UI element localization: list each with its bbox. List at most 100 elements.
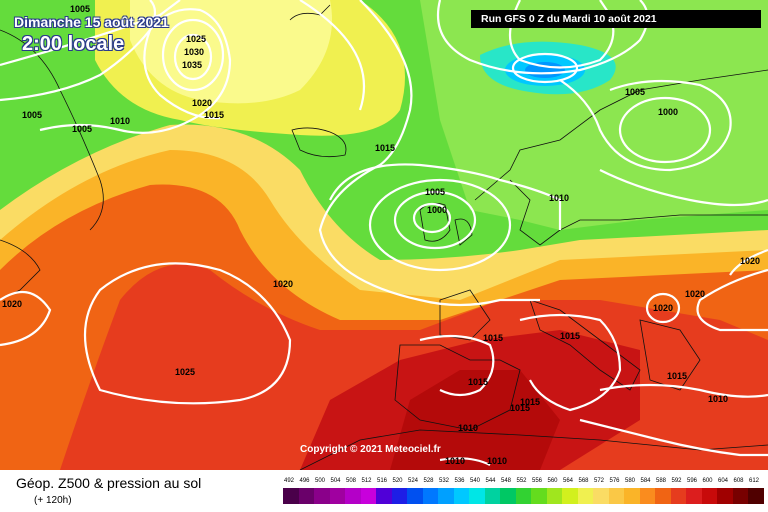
- legend-label: 556: [532, 478, 543, 484]
- legend-swatch: [453, 488, 470, 504]
- isobar-label: 1010: [708, 394, 728, 404]
- legend-label: 596: [687, 478, 698, 484]
- legend-swatch: [469, 488, 485, 504]
- isobar-label: 1005: [425, 187, 445, 197]
- legend-label: 536: [454, 478, 465, 484]
- legend-label: 552: [516, 478, 527, 484]
- coastlines: [0, 4, 768, 470]
- legend-swatch: [484, 488, 501, 504]
- isobar-label: 1005: [22, 110, 42, 120]
- legend-swatch: [732, 488, 749, 504]
- isobar-label: 1025: [175, 367, 195, 377]
- legend-label: 580: [625, 478, 636, 484]
- legend-label: 592: [671, 478, 682, 484]
- legend-swatch: [360, 488, 377, 504]
- legend-label: 504: [330, 478, 341, 484]
- legend-swatch: [283, 488, 299, 504]
- legend-label: 524: [408, 478, 419, 484]
- legend-swatch: [717, 488, 733, 504]
- legend-swatch: [531, 488, 547, 504]
- field-paleyellow: [130, 0, 332, 104]
- legend-swatch: [546, 488, 563, 504]
- isobar-label: 1000: [427, 205, 447, 215]
- isobar-label: 1035: [182, 60, 202, 70]
- legend-swatch: [701, 488, 718, 504]
- legend-swatch: [500, 488, 516, 504]
- legend-label: 500: [315, 478, 326, 484]
- legend-swatch: [639, 488, 656, 504]
- legend-label: 544: [485, 478, 496, 484]
- legend-label: 572: [594, 478, 605, 484]
- isobar-label: 1015: [560, 331, 580, 341]
- isobars: [0, 0, 768, 466]
- legend-swatch: [422, 488, 439, 504]
- isobar-label: 1020: [273, 279, 293, 289]
- legend-swatch: [329, 488, 346, 504]
- isobar-label: 1015: [520, 397, 540, 407]
- isobar-label: 1030: [184, 47, 204, 57]
- legend-swatch: [438, 488, 454, 504]
- legend-swatch: [391, 488, 408, 504]
- legend-swatch: [670, 488, 687, 504]
- isobar-label: 1010: [445, 456, 465, 466]
- legend-swatch: [345, 488, 361, 504]
- isobar-label: 1010: [549, 193, 569, 203]
- run-info-banner: Run GFS 0 Z du Mardi 10 août 2021: [471, 10, 761, 28]
- legend-label: 564: [563, 478, 574, 484]
- isobar-label: 1015: [510, 403, 530, 413]
- legend-label: 548: [501, 478, 512, 484]
- legend-label: 576: [609, 478, 620, 484]
- legend-swatch: [593, 488, 609, 504]
- legend-label: 496: [299, 478, 310, 484]
- legend-label: 508: [346, 478, 357, 484]
- isobar-label: 1000: [658, 107, 678, 117]
- legend-label: 540: [470, 478, 481, 484]
- z500-pressure-map: 1005 1025 1030 1035 1020 1015 1005 1010 1005 1015…: [0, 0, 768, 470]
- map-footer: Géop. Z500 & pression au sol (+ 120h) 49…: [0, 470, 768, 512]
- legend-label: 528: [423, 478, 434, 484]
- legend-label: 584: [640, 478, 651, 484]
- isobar-label: 1005: [625, 87, 645, 97]
- legend-swatch: [562, 488, 578, 504]
- legend-swatch: [686, 488, 702, 504]
- legend-label: 588: [656, 478, 667, 484]
- legend-swatch: [376, 488, 392, 504]
- isobar-label: 1010: [487, 456, 507, 466]
- legend-label: 512: [361, 478, 372, 484]
- forecast-hour: (+ 120h): [34, 495, 72, 506]
- legend-label: 520: [392, 478, 403, 484]
- valid-date: Dimanche 15 août 2021: [14, 14, 169, 30]
- isobar-label: 1020: [2, 299, 22, 309]
- isobar-label: 1010: [458, 423, 478, 433]
- isobar-label: 1005: [72, 124, 92, 134]
- legend-label: 560: [547, 478, 558, 484]
- legend-swatch: [314, 488, 330, 504]
- isobar-label: 1020: [192, 98, 212, 108]
- legend-label: 612: [749, 478, 760, 484]
- local-time: 2:00 locale: [22, 33, 125, 55]
- isobar-label: 1020: [685, 289, 705, 299]
- legend-swatch: [655, 488, 671, 504]
- isobar-label: 1015: [204, 110, 224, 120]
- legend-swatch: [298, 488, 315, 504]
- legend-swatch: [748, 488, 764, 504]
- legend-swatch: [515, 488, 532, 504]
- legend-label: 532: [439, 478, 450, 484]
- legend-label: 600: [702, 478, 713, 484]
- copyright-text: Copyright © 2021 Meteociel.fr: [300, 444, 441, 455]
- isobar-labels: 1005 1025 1030 1035 1020 1015 1005 1010 1005 1015…: [2, 4, 760, 466]
- isobar-label: 1020: [653, 303, 673, 313]
- field-deepred: [390, 370, 560, 470]
- isobar-label: 1010: [110, 116, 130, 126]
- isobar-label: 1015: [483, 333, 503, 343]
- isobar-label: 1020: [740, 256, 760, 266]
- legend-label: 604: [718, 478, 729, 484]
- legend-label: 516: [377, 478, 388, 484]
- isobar-label: 1005: [70, 4, 90, 14]
- legend-swatch: [577, 488, 594, 504]
- legend-label: 608: [733, 478, 744, 484]
- isobar-label: 1015: [667, 371, 687, 381]
- isobar-label: 1025: [186, 34, 206, 44]
- isobar-label: 1015: [375, 143, 395, 153]
